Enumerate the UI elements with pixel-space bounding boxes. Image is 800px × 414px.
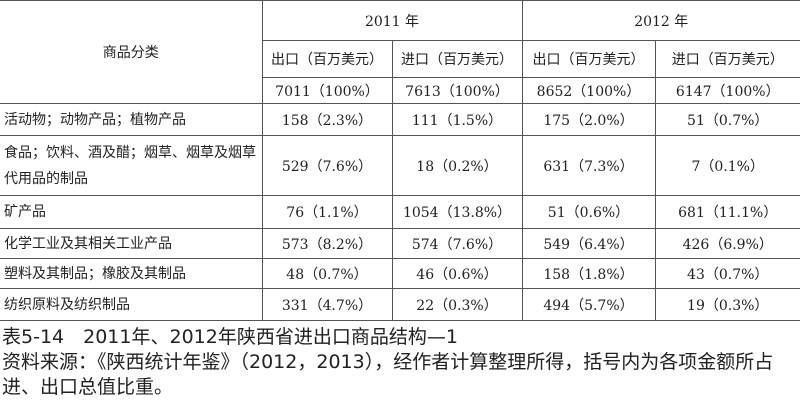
data-row: 矿产品 76（1.1%） 1054（13.8%） 51（0.6%） 681（11.1%） (0, 195, 800, 229)
value-cell: 158（2.3%） (261, 103, 393, 136)
caption-source: 资料来源：《陕西统计年鉴》（2012，2013），经作者计算整理所得，括号内为各… (2, 351, 774, 398)
data-row: 纺织原料及纺织制品 331（4.7%） 22（0.3%） 494（5.7%） 19（0.… (0, 288, 800, 321)
header-row: 商品分类 2011 年 2012 年 (0, 0, 800, 104)
value-cell: 574（7.6%） (391, 228, 523, 259)
value-cell: 76（1.1%） (261, 195, 393, 229)
value-cell: 51（0.7%） (654, 103, 800, 136)
value-cell: 549（6.4%） (521, 228, 656, 259)
value-cell: 43（0.7%） (654, 258, 800, 289)
value-cell: 494（5.7%） (521, 288, 656, 321)
caption: 表5-14 2011年、2012年陕西省进出口商品结构—1 资料来源：《陕西统计… (0, 321, 800, 400)
row-label: 塑料及其制品；橡胶及其制品 (0, 258, 263, 289)
value-cell: 1054（13.8%） (391, 195, 523, 229)
data-row: 活动物；动物产品；植物产品 158（2.3%） 111（1.5%） 175（2.0%）… (0, 103, 800, 136)
value-cell: 51（0.6%） (521, 195, 656, 229)
value-cell: 681（11.1%） (654, 195, 800, 229)
total-cell: 7613（100%） (391, 77, 523, 104)
year-header: 2011 年 (261, 0, 523, 41)
data-row: 食品；饮料、酒及醋；烟草、烟草及烟草代用品的制品 529（7.6%） 18（0.2%… (0, 135, 800, 196)
data-row: 化学工业及其相关工业产品 573（8.2%） 574（7.6%） 549（6.4%） 4… (0, 228, 800, 259)
value-cell: 175（2.0%） (521, 103, 656, 136)
value-cell: 631（7.3%） (521, 135, 656, 196)
row-label: 化学工业及其相关工业产品 (0, 228, 263, 259)
value-cell: 46（0.6%） (391, 258, 523, 289)
value-cell: 529（7.6%） (261, 135, 393, 196)
row-label: 活动物；动物产品；植物产品 (0, 103, 263, 136)
totals-row: 7011（100%） 7613（100%） 8652（100%） 6147（100%） (0, 77, 800, 104)
year-header: 2012 年 (521, 0, 800, 41)
data-row: 塑料及其制品；橡胶及其制品 48（0.7%） 46（0.6%） 158（1.8%） 43… (0, 258, 800, 289)
sub-header: 出口（百万美元） (262, 40, 393, 78)
row-label: 食品；饮料、酒及醋；烟草、烟草及烟草代用品的制品 (0, 135, 263, 196)
value-cell: 158（1.8%） (521, 258, 656, 289)
sub-header: 进口（百万美元） (391, 40, 523, 78)
trade-table: 商品分类 2011 年 2012 年出口（百万美元） 进口（百万美元） 出口（百万美元）… (0, 0, 800, 321)
value-cell: 19（0.3%） (654, 288, 800, 321)
row-label: 矿产品 (0, 195, 263, 229)
value-cell: 7（0.1%） (654, 135, 800, 196)
value-cell: 573（8.2%） (261, 228, 393, 259)
value-cell: 48（0.7%） (261, 258, 393, 289)
value-cell: 22（0.3%） (391, 288, 523, 321)
value-cell: 111（1.5%） (391, 103, 523, 136)
value-cell: 331（4.7%） (261, 288, 393, 321)
total-cell: 7011（100%） (262, 77, 393, 104)
sub-header: 出口（百万美元） (521, 40, 656, 78)
table-body: 活动物；动物产品；植物产品 158（2.3%） 111（1.5%） 175（2.0%）… (0, 103, 800, 321)
caption-title: 表5-14 2011年、2012年陕西省进出口商品结构—1 (2, 326, 458, 348)
total-cell: 6147（100%） (654, 77, 800, 104)
value-cell: 18（0.2%） (391, 135, 523, 196)
value-cell: 426（6.9%） (654, 228, 800, 259)
table-header: 商品分类 2011 年 2012 年出口（百万美元） 进口（百万美元） 出口（百万美元）… (0, 0, 800, 104)
total-cell: 8652（100%） (521, 77, 656, 104)
category-header: 商品分类 (0, 0, 263, 104)
row-label: 纺织原料及纺织制品 (0, 288, 263, 321)
sub-header: 进口（百万美元） (654, 40, 800, 78)
